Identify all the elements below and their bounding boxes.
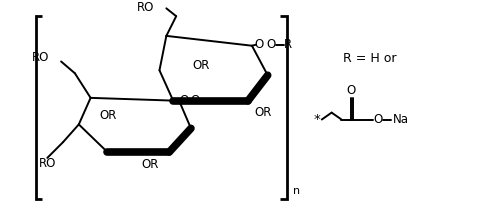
Text: n: n (293, 186, 300, 196)
Text: R: R (284, 38, 292, 51)
Text: RO: RO (32, 51, 49, 64)
Text: *: * (314, 113, 320, 126)
Text: RO: RO (137, 1, 155, 14)
Text: R = H or: R = H or (343, 52, 397, 65)
Text: O: O (254, 38, 263, 51)
Text: OR: OR (141, 158, 159, 171)
Text: OR: OR (99, 109, 117, 122)
Text: O: O (266, 38, 275, 51)
Text: OR: OR (254, 106, 271, 119)
Text: O: O (179, 94, 189, 107)
Text: O: O (347, 84, 356, 97)
Text: O: O (190, 94, 199, 107)
Text: RO: RO (38, 157, 56, 170)
Text: O: O (373, 113, 383, 126)
Text: Na: Na (393, 113, 409, 126)
Text: OR: OR (192, 59, 209, 72)
